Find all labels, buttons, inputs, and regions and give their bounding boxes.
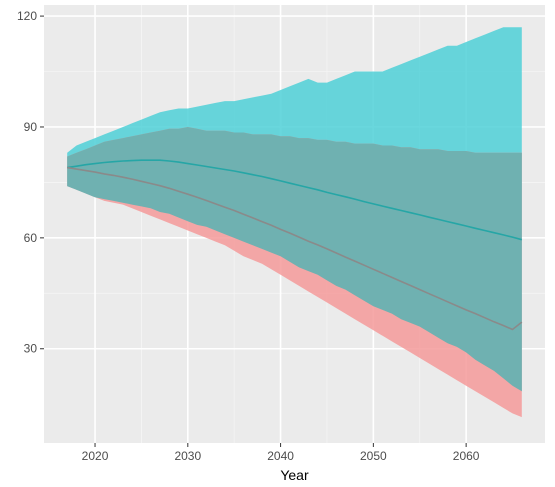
x-tick-label: 2050 [360,449,387,463]
y-tick-label: 90 [24,120,38,134]
line-series-b [67,166,523,331]
x-tick-label: 2030 [174,449,201,463]
axis-tick-labels: 2020 2030 2040 2050 2060 30 60 90 120 [17,9,480,463]
band-overlap [67,127,522,392]
y-tick-label: 30 [24,342,38,356]
axis-ticks [40,15,467,447]
y-tick-label: 60 [24,231,38,245]
x-axis-title: Year [280,467,309,483]
confidence-bands [67,27,522,418]
y-tick-label: 120 [17,9,37,23]
x-tick-label: 2020 [82,449,109,463]
line-series-a [67,159,523,241]
mean-lines [67,159,523,331]
x-tick-label: 2060 [453,449,480,463]
x-tick-label: 2040 [267,449,294,463]
